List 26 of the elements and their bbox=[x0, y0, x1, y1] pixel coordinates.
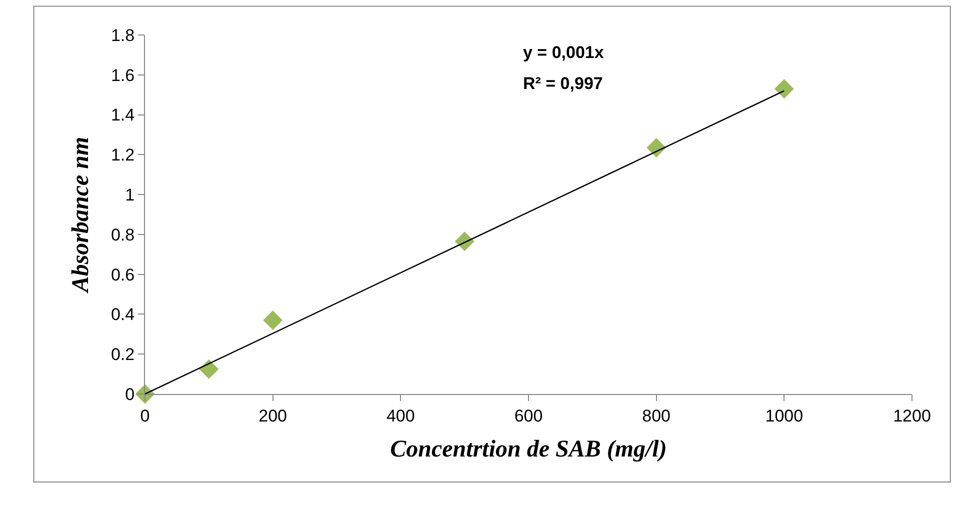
y-tick-label: 1.4 bbox=[110, 106, 135, 125]
y-tick-label: 0.2 bbox=[110, 345, 135, 364]
y-tick-label: 0.8 bbox=[110, 225, 135, 244]
point bbox=[454, 232, 474, 252]
annotation: y = 0,001x bbox=[523, 43, 604, 62]
x-tick-label: 600 bbox=[514, 406, 543, 426]
y-axis-title: Absorbance nm bbox=[68, 136, 94, 294]
x-tick-label: 0 bbox=[140, 406, 150, 426]
point bbox=[774, 79, 794, 99]
y-tick-label: 1 bbox=[125, 186, 135, 205]
annotation: R² = 0,997 bbox=[523, 74, 603, 93]
y-tick-label: 1.2 bbox=[110, 146, 135, 165]
point bbox=[263, 310, 283, 330]
y-tick-label: 0.6 bbox=[110, 265, 135, 284]
x-tick-label: 1000 bbox=[765, 406, 804, 426]
y-tick-label: 0 bbox=[125, 384, 135, 404]
x-tick-label: 400 bbox=[386, 406, 415, 426]
point bbox=[199, 359, 219, 379]
x-tick-label: 1200 bbox=[893, 406, 931, 426]
x-axis-title: Concentrtion de SAB (mg/l) bbox=[390, 436, 667, 463]
y-tick-label: 1.8 bbox=[110, 26, 135, 45]
x-tick-label: 800 bbox=[642, 406, 671, 426]
y-tick-label: 0.4 bbox=[110, 305, 135, 324]
x-tick-label: 200 bbox=[258, 406, 288, 426]
point bbox=[646, 138, 666, 158]
y-tick-label: 1.6 bbox=[110, 66, 135, 85]
